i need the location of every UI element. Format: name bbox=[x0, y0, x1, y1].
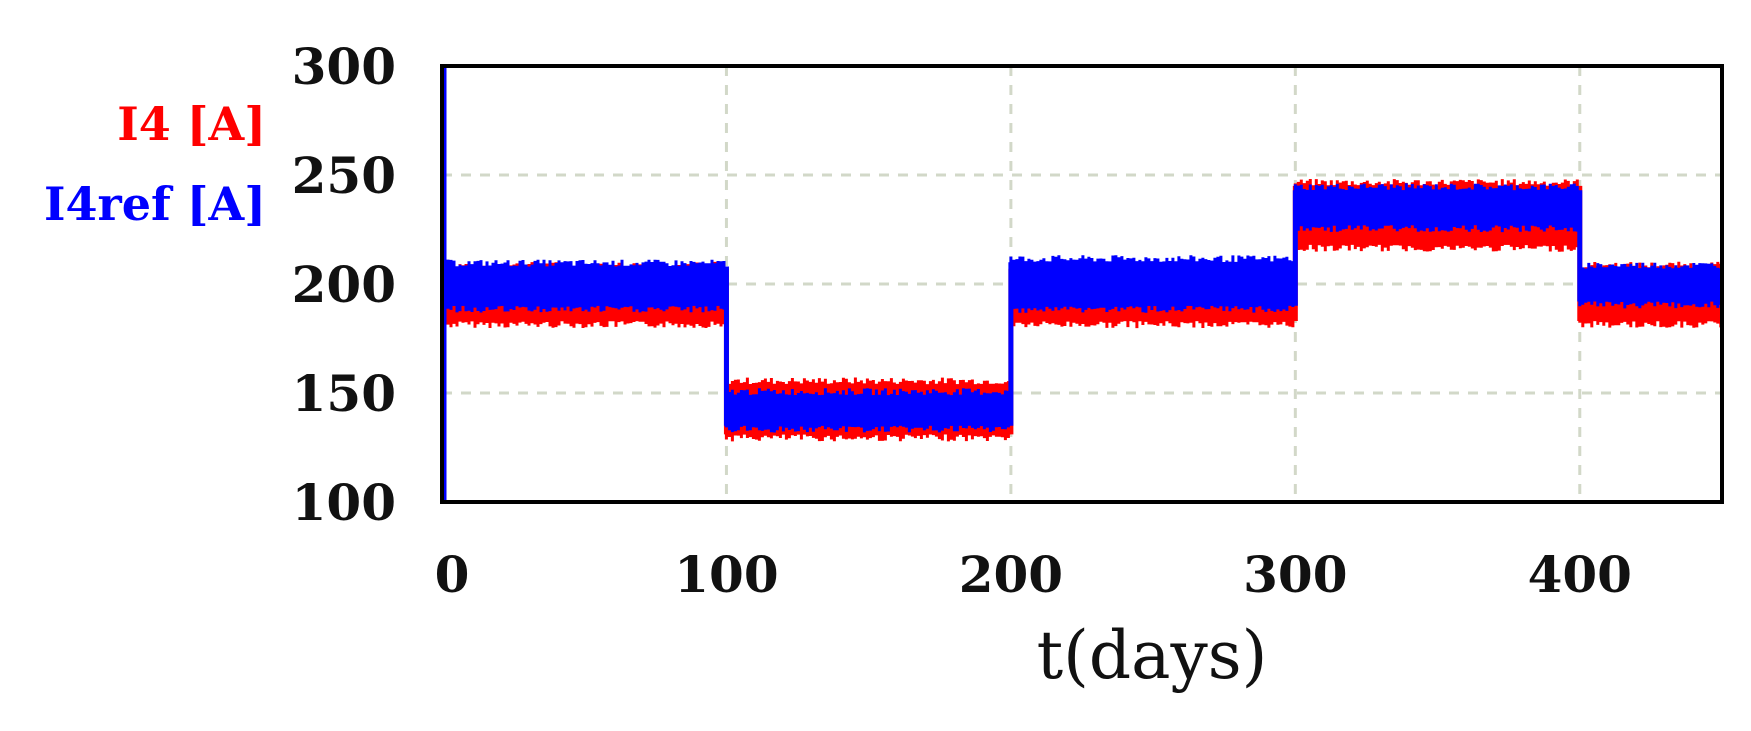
x-tick-label: 300 bbox=[1243, 545, 1347, 604]
legend-entry: I4 [A] bbox=[117, 97, 266, 151]
plot-frame bbox=[440, 64, 1724, 504]
legend: I4 [A] I4ref [A] bbox=[44, 97, 266, 231]
series-band bbox=[442, 266, 727, 306]
y-tick-label: 100 bbox=[292, 473, 396, 532]
series-band bbox=[1010, 262, 1296, 306]
x-tick-label: 200 bbox=[959, 545, 1063, 604]
y-tick-label: 200 bbox=[292, 255, 396, 314]
series-band bbox=[1579, 268, 1722, 302]
y-axis: 300 250 200 150 100 bbox=[292, 37, 396, 532]
x-tick-label: 100 bbox=[674, 545, 778, 604]
plot-area bbox=[440, 66, 1723, 502]
series-i4ref bbox=[440, 183, 1723, 433]
series-noise bbox=[1293, 183, 1579, 233]
legend-entry: I4ref [A] bbox=[44, 177, 266, 231]
y-tick-label: 300 bbox=[292, 37, 396, 96]
series-band bbox=[726, 395, 1011, 426]
y-tick-label: 250 bbox=[292, 146, 396, 205]
x-axis-label: t(days) bbox=[1037, 617, 1268, 694]
series-band bbox=[1295, 190, 1580, 226]
x-tick-label: 0 bbox=[435, 545, 470, 604]
x-axis: 0 100 200 300 400 bbox=[435, 545, 1632, 604]
series-noise bbox=[1009, 255, 1295, 313]
y-tick-label: 150 bbox=[292, 364, 396, 423]
x-tick-label: 400 bbox=[1528, 545, 1632, 604]
